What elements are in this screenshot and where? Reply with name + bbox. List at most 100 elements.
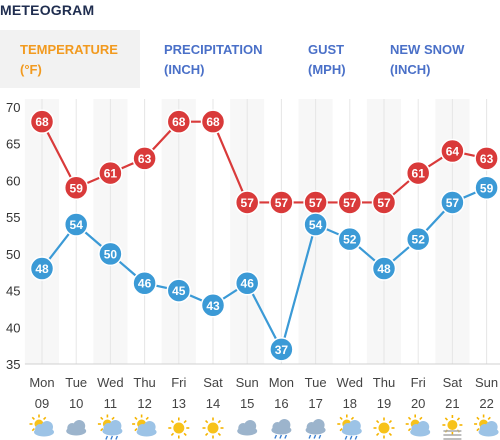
rain-drop bbox=[344, 435, 348, 440]
data-point bbox=[440, 138, 465, 164]
sun-ray bbox=[339, 428, 343, 432]
cloudy-rain-icon bbox=[271, 419, 292, 439]
x-tick-date: 10 bbox=[69, 396, 83, 411]
data-label: 59 bbox=[480, 181, 494, 195]
sun-ray bbox=[388, 420, 392, 424]
data-point bbox=[405, 160, 431, 186]
sun-ray bbox=[217, 432, 221, 436]
x-tick-date: 15 bbox=[240, 396, 254, 411]
tab-unit: (MPH) bbox=[308, 62, 346, 77]
sun-disc bbox=[173, 422, 185, 434]
data-point bbox=[337, 226, 363, 252]
x-tick-day: Tue bbox=[65, 375, 87, 390]
tab-temperature[interactable]: TEMPERATURE (°F) bbox=[0, 30, 140, 88]
sun-ray bbox=[205, 432, 209, 436]
x-tick-day: Sat bbox=[203, 375, 223, 390]
x-tick-day: Sun bbox=[475, 375, 498, 390]
sun-ray bbox=[407, 416, 412, 420]
x-tick-date: 21 bbox=[445, 396, 459, 411]
cloud-puff bbox=[73, 420, 86, 432]
x-tick-date: 18 bbox=[343, 396, 357, 411]
data-point bbox=[337, 190, 363, 215]
data-point bbox=[405, 226, 431, 252]
y-tick-label: 45 bbox=[6, 284, 20, 299]
sun-ray bbox=[487, 416, 491, 420]
x-tick-day: Thu bbox=[133, 375, 155, 390]
cloud-puff bbox=[244, 420, 257, 432]
data-label: 68 bbox=[206, 115, 220, 129]
data-label: 37 bbox=[275, 343, 289, 357]
data-label: 68 bbox=[172, 115, 186, 129]
metric-tabs: TEMPERATURE (°F) PRECIPITATION (INCH) GU… bbox=[0, 30, 500, 88]
data-label: 57 bbox=[377, 196, 391, 210]
data-label: 57 bbox=[309, 196, 323, 210]
sun-ray bbox=[100, 416, 104, 420]
x-tick-day: Wed bbox=[337, 375, 364, 390]
sun-ray bbox=[100, 428, 104, 432]
sun-ray bbox=[476, 416, 480, 420]
column-band bbox=[469, 99, 500, 364]
data-point bbox=[269, 337, 294, 362]
tab-gust[interactable]: GUST (MPH) bbox=[288, 30, 368, 88]
partly-cloudy-icon bbox=[132, 414, 157, 437]
sun-ray bbox=[170, 420, 175, 424]
data-label: 68 bbox=[35, 115, 49, 129]
data-point bbox=[200, 293, 226, 318]
tab-new-snow[interactable]: NEW SNOW (INCH) bbox=[370, 30, 495, 88]
y-tick-label: 70 bbox=[6, 100, 20, 115]
sun-disc bbox=[207, 422, 219, 434]
cloud-puff bbox=[109, 420, 122, 432]
sun-ray bbox=[444, 417, 449, 421]
cloud-puff bbox=[485, 421, 498, 433]
tab-precipitation[interactable]: PRECIPITATION (INCH) bbox=[144, 30, 284, 88]
tab-label: TEMPERATURE bbox=[20, 42, 118, 57]
tab-unit: (°F) bbox=[20, 62, 42, 77]
page-title: METEOGRAM bbox=[0, 2, 95, 18]
x-tick-date: 14 bbox=[206, 396, 220, 411]
data-point bbox=[29, 256, 55, 281]
x-tick-date: 22 bbox=[479, 396, 493, 411]
x-tick-date: 20 bbox=[411, 396, 425, 411]
x-tick-day: Tue bbox=[305, 375, 327, 390]
rain-drop bbox=[274, 434, 278, 439]
sunny-icon bbox=[202, 417, 224, 439]
sunny-fog-icon bbox=[442, 415, 463, 440]
sun-ray bbox=[134, 416, 138, 420]
x-tick-date: 16 bbox=[274, 396, 288, 411]
sun-ray bbox=[476, 428, 480, 432]
cloud-puff bbox=[348, 420, 361, 432]
data-label: 63 bbox=[480, 152, 494, 166]
data-point bbox=[371, 256, 397, 281]
x-tick-day: Fri bbox=[171, 375, 186, 390]
data-label: 61 bbox=[412, 167, 426, 181]
partly-cloudy-rain-icon bbox=[337, 414, 362, 440]
data-label: 46 bbox=[138, 277, 152, 291]
sun-ray bbox=[145, 416, 149, 420]
cloudy-icon bbox=[237, 420, 258, 436]
data-label: 59 bbox=[70, 181, 84, 195]
data-label: 46 bbox=[241, 277, 255, 291]
rain-drop bbox=[349, 435, 353, 440]
sun-ray bbox=[376, 420, 380, 424]
rain-drop bbox=[318, 434, 322, 439]
data-point bbox=[63, 175, 89, 201]
tab-label: NEW SNOW bbox=[390, 42, 465, 57]
rain-drop bbox=[308, 434, 312, 439]
y-tick-label: 65 bbox=[6, 137, 20, 152]
data-point bbox=[166, 278, 192, 303]
x-axis: Mon 09 Tue 10 Wed 11 Thu 12 Fri 13 Sat 14 Sun 15 Mon 16… bbox=[29, 375, 498, 411]
data-point bbox=[98, 160, 123, 186]
sun-ray bbox=[407, 428, 412, 432]
sun-ray bbox=[339, 416, 343, 420]
partly-cloudy-icon bbox=[474, 414, 499, 437]
data-point bbox=[63, 212, 89, 237]
sun-ray bbox=[111, 416, 115, 420]
data-label: 50 bbox=[104, 247, 118, 261]
x-tick-date: 12 bbox=[137, 396, 151, 411]
x-tick-date: 19 bbox=[377, 396, 391, 411]
series-1: 68 59 61 63 68 68 57 57 57 57 57 61 64 63 bbox=[29, 109, 499, 215]
data-point bbox=[371, 190, 397, 215]
rain-drop bbox=[354, 435, 358, 440]
cloud-puff bbox=[41, 421, 53, 433]
y-tick-label: 60 bbox=[6, 173, 20, 188]
